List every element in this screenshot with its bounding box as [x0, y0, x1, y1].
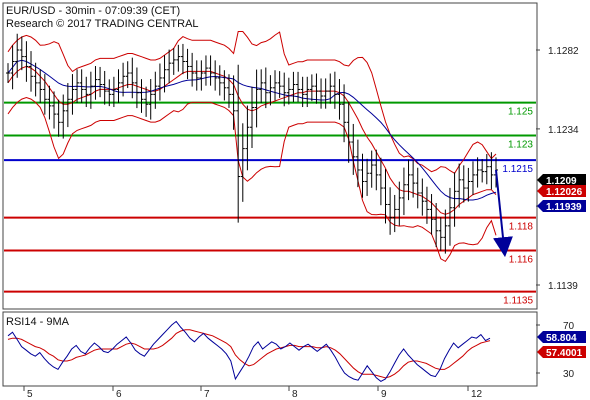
rsi-ma-line	[7, 329, 491, 379]
chart-title: EUR/USD - 30min - 07:09:39 (CET)	[6, 5, 180, 17]
price-panel-frame	[2, 2, 538, 310]
bollinger-lower	[7, 96, 497, 263]
forecast-arrow-line	[493, 169, 513, 258]
rsi-tag-bg	[537, 346, 586, 358]
level-label: 1.1135	[503, 296, 533, 307]
level-label: 1.123	[508, 139, 533, 150]
level-label: 1.118	[509, 222, 534, 233]
rsi-tick-label: 70	[563, 321, 575, 332]
price-tag-label: 1.12026	[546, 187, 583, 198]
levels-layer: 1.125 1.123 1.1215 1.118 1.116 1.1135	[4, 101, 536, 307]
rsi-tag-label: 57.4001	[546, 348, 583, 359]
price-tag-label: 1.1209	[546, 176, 577, 187]
time-tick-label: 6	[116, 389, 122, 400]
price-tick-label: 1.1139	[548, 281, 578, 292]
rsi-line	[7, 320, 491, 382]
rsi-lines: 70 30 58.804 57.4001	[7, 320, 586, 382]
rsi-panel-frame	[2, 311, 538, 387]
price-tag-label: 1.11939	[546, 202, 582, 213]
price-tick-label: 1.1234	[548, 125, 579, 136]
price-tag-bg	[537, 200, 586, 212]
time-tick-label: 12	[471, 389, 483, 400]
level-label: 1.116	[509, 254, 534, 265]
price-tag-bg	[537, 174, 586, 186]
price-tag-bg	[537, 185, 586, 197]
time-tick-label: 7	[204, 389, 210, 400]
rsi-title: RSI14 - 9MA	[6, 316, 70, 328]
time-axis: 5 6 7 8 9 12	[23, 386, 483, 400]
rsi-tag-bg	[537, 331, 586, 343]
bollinger-upper	[7, 31, 497, 174]
price-bars	[6, 33, 498, 254]
level-label: 1.1215	[502, 164, 533, 175]
chart-subtitle: Research © 2017 TRADING CENTRAL	[6, 18, 199, 30]
time-tick-label: 8	[292, 389, 298, 400]
price-tick-label: 1.1282	[548, 46, 579, 57]
time-tick-label: 9	[381, 389, 387, 400]
level-label: 1.125	[508, 107, 533, 118]
time-tick-label: 5	[27, 389, 33, 400]
rsi-tick-label: 30	[563, 369, 575, 380]
forecast-arrow	[493, 169, 513, 258]
rsi-tag-label: 58.804	[546, 333, 577, 344]
